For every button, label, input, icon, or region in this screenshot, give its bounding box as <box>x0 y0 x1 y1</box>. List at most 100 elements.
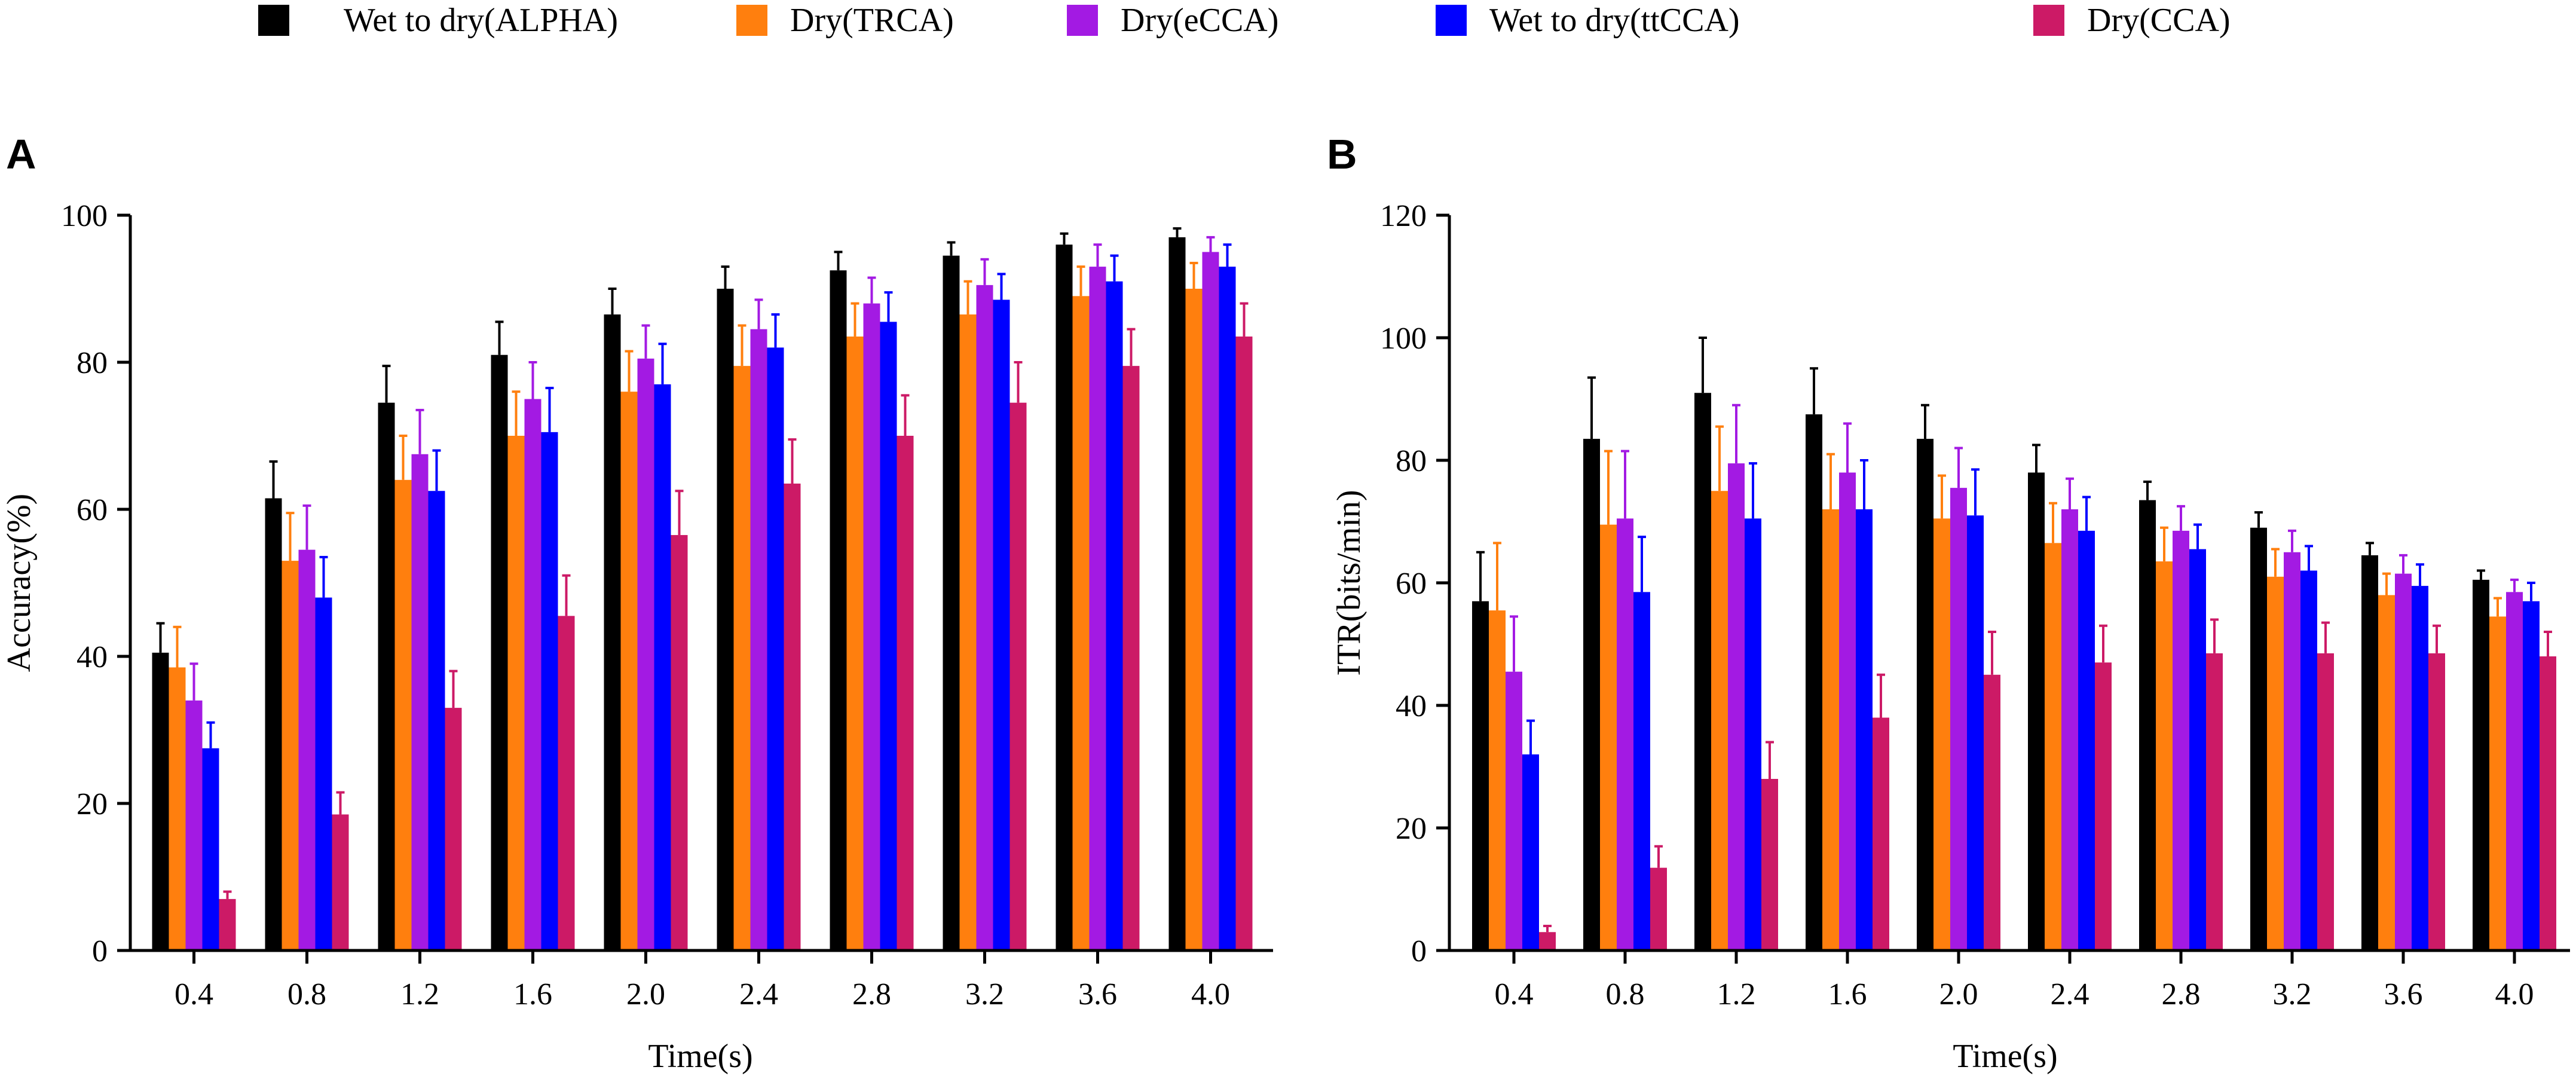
bar <box>1506 671 1522 950</box>
bar <box>2506 592 2523 950</box>
bar <box>2300 570 2317 950</box>
bar <box>2412 586 2428 950</box>
legend-item: Dry(eCCA) <box>1067 2 1278 39</box>
legend-item: Dry(CCA) <box>2033 2 2231 39</box>
bar <box>1761 779 1778 950</box>
bar <box>784 483 801 950</box>
panel-letter-b: B <box>1327 131 1357 178</box>
y-tick-label: 60 <box>1396 567 1427 601</box>
y-tick-label: 20 <box>77 787 108 821</box>
bar <box>152 652 169 950</box>
bar <box>2250 527 2267 950</box>
bar <box>1089 267 1106 951</box>
x-axis-title: Time(s) <box>648 1038 752 1075</box>
bar <box>1633 592 1650 950</box>
bar <box>1122 366 1140 950</box>
bar <box>1694 393 1711 950</box>
bar <box>1873 717 1889 950</box>
y-ticks: 0 20 40 60 80 100 <box>61 199 130 968</box>
bar <box>1168 237 1186 950</box>
bar <box>897 436 914 950</box>
x-ticks: 0.4 0.8 1.2 1.6 2.0 2.4 2.8 3.2 3.6 4.0 <box>1495 950 2534 1011</box>
bar <box>428 491 445 950</box>
bar <box>2189 549 2206 950</box>
x-tick-label: 1.2 <box>1717 977 1756 1011</box>
bar <box>1617 518 1633 950</box>
legend-label: Dry(eCCA) <box>1121 2 1278 39</box>
legend: Wet to dry(ALPHA) Dry(TRCA) Dry(eCCA) We… <box>258 2 2231 39</box>
y-axis-title: ITR(bits/min) <box>1330 490 1367 675</box>
bar <box>2267 576 2284 950</box>
bar <box>1202 252 1219 950</box>
x-tick-label: 0.4 <box>1495 977 1534 1011</box>
legend-label: Dry(TRCA) <box>790 2 954 39</box>
y-tick-label: 80 <box>77 346 108 380</box>
legend-swatch <box>258 5 289 36</box>
bar <box>1185 289 1203 950</box>
legend-label: Wet to dry(ALPHA) <box>344 2 618 39</box>
bar <box>604 314 621 950</box>
bar <box>671 535 688 950</box>
bar <box>1106 281 1123 951</box>
bar <box>1745 518 1761 950</box>
legend-label: Wet to dry(ttCCA) <box>1489 2 1740 39</box>
x-ticks: 0.4 0.8 1.2 1.6 2.0 2.4 2.8 3.2 3.6 4.0 <box>175 950 1230 1011</box>
bar <box>1056 244 1073 951</box>
bar <box>1856 509 1873 950</box>
bar <box>507 436 525 950</box>
y-tick-label: 0 <box>92 934 108 968</box>
bar <box>637 358 654 950</box>
y-tick-label: 40 <box>1396 689 1427 723</box>
bar <box>2095 662 2112 950</box>
x-tick-label: 2.0 <box>1939 977 1978 1011</box>
bar <box>1822 509 1839 950</box>
bar <box>767 347 784 950</box>
x-tick-label: 2.0 <box>626 977 665 1011</box>
bar <box>846 336 864 951</box>
bar <box>1009 402 1027 950</box>
bar <box>654 384 671 950</box>
y-tick-label: 20 <box>1396 812 1427 846</box>
legend-swatch <box>736 5 767 36</box>
bar <box>558 616 575 950</box>
x-tick-label: 1.6 <box>513 977 552 1011</box>
bar <box>1235 336 1253 951</box>
x-tick-label: 3.2 <box>2273 977 2312 1011</box>
legend-swatch <box>1067 5 1098 36</box>
bar <box>1600 524 1617 950</box>
bar <box>2361 555 2378 950</box>
bars <box>1472 337 2556 950</box>
x-tick-label: 1.2 <box>400 977 439 1011</box>
bar <box>1539 932 1556 950</box>
y-tick-label: 100 <box>1380 322 1427 356</box>
bar <box>2028 472 2045 950</box>
bar <box>1072 296 1090 950</box>
chart-panel-a: Accuracy(%) Time(s) 0 20 40 60 80 100 0.4 0.8 1… <box>1 199 1273 1075</box>
bar <box>378 402 395 950</box>
bar <box>2523 601 2540 950</box>
bar <box>830 270 847 950</box>
x-tick-label: 1.6 <box>1828 977 1867 1011</box>
y-tick-label: 40 <box>77 640 108 674</box>
bar <box>2378 595 2395 950</box>
bar <box>2395 573 2412 950</box>
x-tick-label: 3.2 <box>965 977 1004 1011</box>
bar <box>943 255 960 950</box>
legend-label: Dry(CCA) <box>2087 2 2231 39</box>
bar <box>1711 491 1728 950</box>
bar <box>1728 463 1745 950</box>
x-tick-label: 3.6 <box>1078 977 1117 1011</box>
bar <box>863 303 880 951</box>
legend-item: Wet to dry(ttCCA) <box>1436 2 1740 39</box>
x-tick-label: 3.6 <box>2384 977 2423 1011</box>
bar <box>298 549 316 950</box>
bar <box>332 814 349 950</box>
x-tick-label: 0.4 <box>175 977 213 1011</box>
legend-item: Wet to dry(ALPHA) <box>258 2 618 39</box>
bar <box>265 498 282 950</box>
x-tick-label: 0.8 <box>1606 977 1645 1011</box>
x-tick-label: 2.8 <box>852 977 891 1011</box>
x-tick-label: 2.4 <box>2051 977 2089 1011</box>
y-tick-label: 60 <box>77 493 108 527</box>
bar <box>2489 616 2506 950</box>
